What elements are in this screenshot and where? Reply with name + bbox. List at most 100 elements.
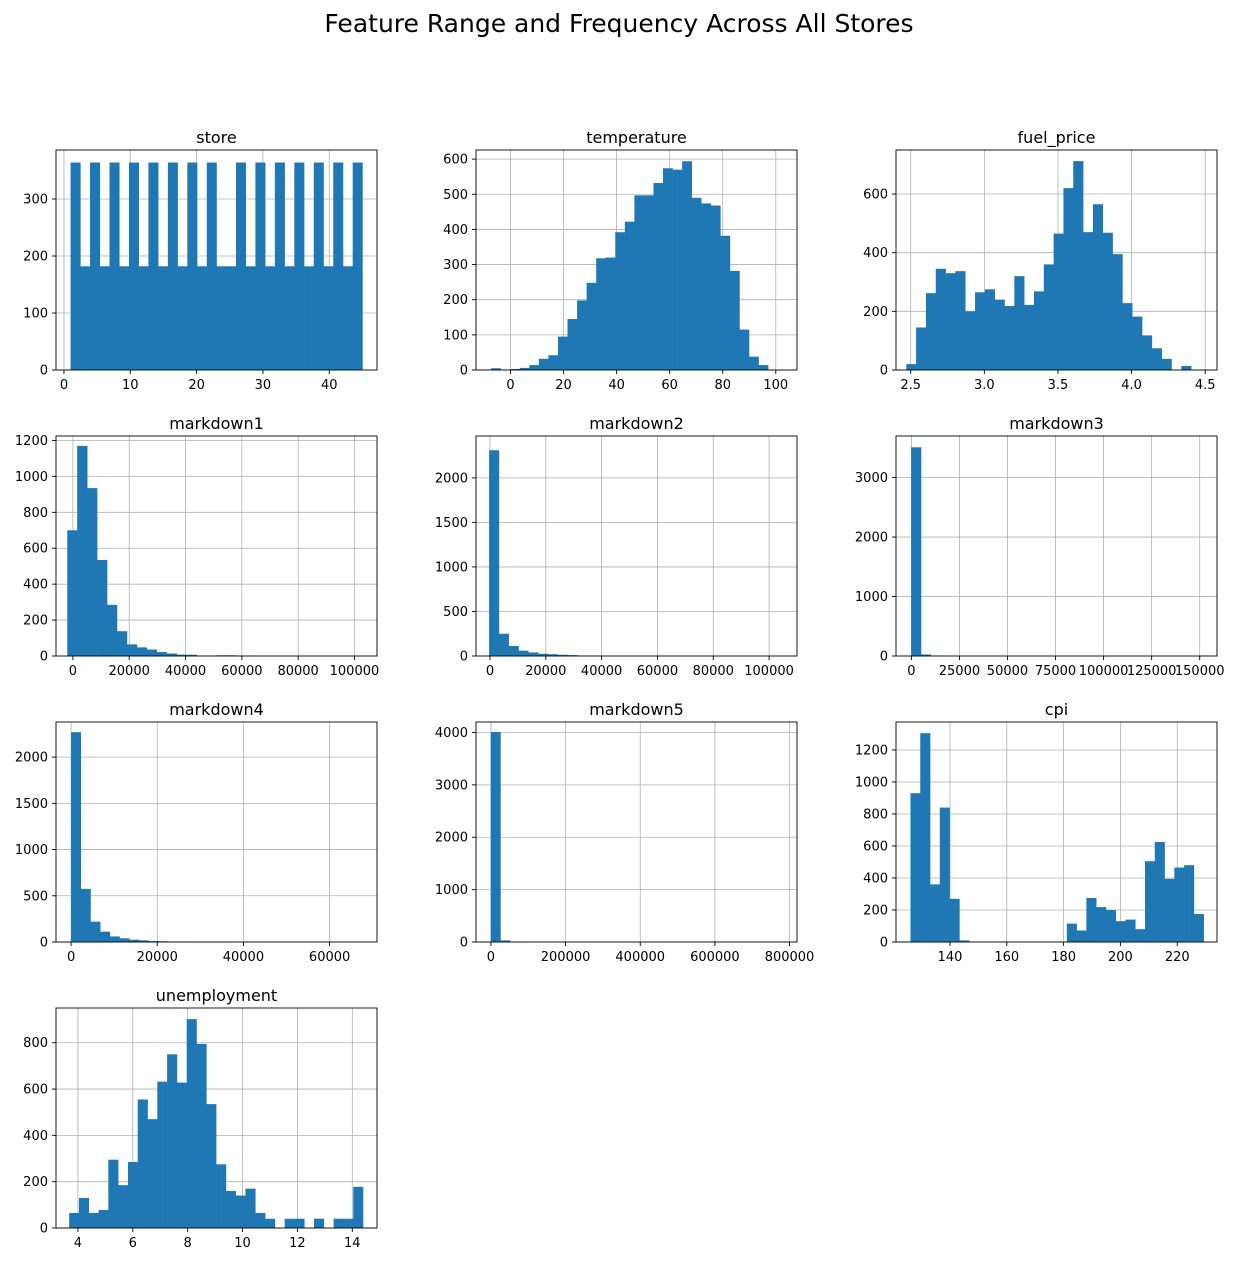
histogram-bar [935, 268, 946, 370]
histogram-bar [538, 653, 549, 656]
y-tick-label: 1500 [435, 516, 468, 531]
histogram-bar [90, 162, 101, 370]
axes-frame [475, 149, 798, 371]
histogram-bar [97, 559, 108, 656]
histogram-bar [528, 652, 539, 656]
histogram-bar [925, 293, 937, 370]
subplot-title: markdown2 [589, 414, 684, 433]
x-tick-label: 6 [129, 1236, 137, 1251]
histogram-bar [920, 654, 932, 656]
x-tick-label: 100000 [744, 664, 794, 679]
y-tick-label: 2000 [855, 531, 888, 546]
figure-title: Feature Range and Frequency Across All S… [324, 9, 913, 38]
axes-frame [895, 721, 1218, 943]
x-tick-label: 4.0 [1121, 378, 1142, 393]
axes-frame [475, 435, 798, 657]
x-tick-label: 100000 [330, 664, 380, 679]
y-tick-label: 0 [880, 936, 888, 951]
x-tick-label: 400000 [615, 950, 665, 965]
histogram-bar [265, 1218, 276, 1228]
histogram-bar [343, 1218, 354, 1228]
histogram-bar [146, 649, 158, 656]
y-tick-label: 1000 [435, 560, 468, 575]
histogram-bar [1053, 233, 1064, 370]
x-tick-label: 75000 [1035, 664, 1076, 679]
histogram-bar [225, 1190, 236, 1228]
x-tick-label: 20 [555, 378, 572, 393]
y-tick-label: 500 [443, 188, 468, 203]
y-tick-label: 400 [863, 872, 888, 887]
histogram-bar [1076, 930, 1087, 942]
histogram-bar [710, 205, 721, 370]
y-tick-label: 200 [23, 250, 48, 265]
subplot-temperature: temperature 0 20 40 60 80 100 0 100 200 300 400 500 6… [443, 128, 798, 393]
x-tick-label: 60000 [221, 664, 262, 679]
histogram-bar [508, 646, 519, 656]
histogram-bar [1184, 865, 1195, 942]
histogram-bar [1132, 316, 1143, 370]
histogram-bar [975, 292, 986, 370]
x-tick-label: 200000 [541, 950, 591, 965]
histogram-bar [176, 1082, 188, 1228]
histogram-bar [70, 162, 81, 370]
histogram-bar [949, 898, 960, 942]
histogram-bar [498, 633, 509, 656]
histogram-bar [557, 336, 568, 370]
y-tick-label: 0 [40, 1222, 48, 1237]
subplot-title: markdown4 [169, 700, 264, 719]
histogram-bar [672, 169, 683, 370]
histogram-bar [108, 1159, 119, 1228]
subplot-markdown3: markdown3 0 25000 50000 75000 100000125000150… [855, 414, 1225, 679]
histogram-bar [1092, 204, 1104, 370]
histogram-bar [255, 162, 266, 370]
histogram-bar [567, 319, 578, 370]
y-tick-label: 1200 [855, 744, 888, 759]
histogram-bar [107, 604, 118, 656]
histogram-bar [126, 644, 138, 656]
subplot-markdown1: markdown1 0 20000 40000 60000 80000 100000 0 200… [15, 414, 379, 679]
histogram-bar [138, 940, 149, 942]
x-tick-label: 20000 [525, 664, 566, 679]
histogram-bar [758, 365, 769, 370]
y-tick-label: 0 [460, 364, 468, 379]
y-tick-label: 3000 [855, 471, 888, 486]
histogram-bar [965, 311, 976, 370]
histogram-bar [99, 266, 110, 370]
histogram-bar [959, 940, 970, 942]
histogram-bar [294, 1218, 305, 1228]
histogram-bar [157, 1081, 168, 1228]
histogram-bar [138, 266, 149, 370]
y-tick-label: 0 [40, 364, 48, 379]
axes-frame [55, 721, 378, 943]
x-tick-label: 3.0 [974, 378, 995, 393]
y-tick-label: 400 [23, 578, 48, 593]
axes-frame [55, 1007, 378, 1229]
x-tick-label: 0 [67, 950, 75, 965]
histogram-bar [930, 884, 941, 942]
histogram-bar [1193, 914, 1204, 942]
histogram-bar [748, 356, 759, 370]
histogram-bar [176, 654, 187, 656]
histogram-bar [167, 1054, 178, 1228]
histogram-bar [274, 162, 285, 370]
axes-frame [55, 435, 378, 657]
histogram-bar [596, 258, 607, 370]
x-tick-label: 80000 [693, 664, 734, 679]
histogram-bar [98, 1209, 109, 1228]
y-tick-label: 1000 [15, 470, 48, 485]
x-tick-label: 20000 [109, 664, 150, 679]
x-tick-label: 25000 [939, 664, 980, 679]
histogram-bar [1096, 907, 1107, 942]
subplot-unemployment: unemployment 4 6 8 10 12 14 0 200 400 600 800 [23, 986, 378, 1251]
histogram-bar [136, 647, 148, 656]
axes-frame [895, 149, 1218, 371]
x-tick-label: 2.5 [900, 378, 921, 393]
subplot-store: store 0 10 20 30 40 0 100 200 300 [23, 128, 378, 393]
x-tick-label: 150000 [1175, 664, 1225, 679]
histogram-bar [1033, 291, 1045, 370]
x-tick-label: 125000 [1127, 664, 1177, 679]
histogram-bar [510, 368, 521, 370]
axes-frame [475, 721, 798, 943]
histogram-bar [284, 266, 295, 370]
